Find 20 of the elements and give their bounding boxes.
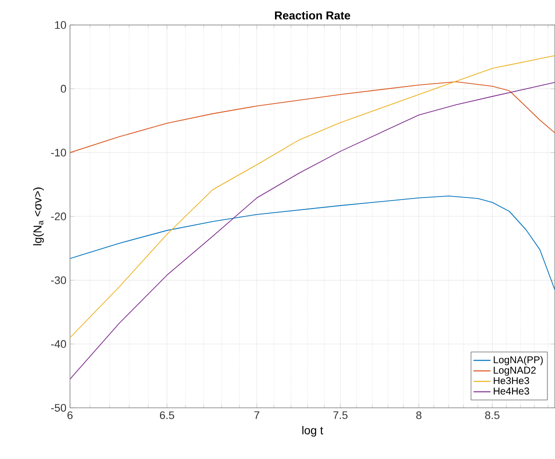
- y-tick-label: -40: [51, 340, 66, 348]
- legend-label: He3He3: [494, 377, 530, 384]
- y-tick-label: 10: [55, 21, 66, 29]
- x-tick-label: 7: [254, 411, 260, 419]
- y-tick-label: -10: [51, 148, 66, 157]
- x-tick-label: 6: [68, 411, 73, 420]
- chart-title: Reaction Rate: [275, 11, 350, 20]
- y-tick-label: 0: [60, 85, 66, 93]
- legend-label: LogNA(PP): [494, 356, 543, 366]
- x-tick-label: 8.5: [485, 411, 500, 420]
- y-tick-label: -30: [51, 276, 66, 284]
- y-tick-label: -50: [51, 404, 66, 412]
- x-tick-label: 8: [416, 411, 422, 420]
- x-tick-label: 7.5: [333, 411, 348, 420]
- y-axis-title: lg(N$_{a}$ <σv>): [33, 188, 44, 246]
- y-tick-label: -20: [51, 212, 66, 220]
- legend-label: LogNAD2: [494, 366, 536, 376]
- legend-label: He4He3: [494, 388, 530, 395]
- x-axis-title: log t: [302, 426, 324, 437]
- x-tick-label: 6.5: [160, 411, 174, 420]
